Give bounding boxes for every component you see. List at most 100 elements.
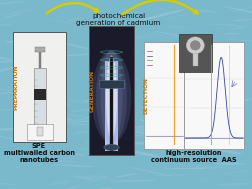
Ellipse shape [101,51,122,143]
Ellipse shape [15,113,30,115]
Ellipse shape [134,131,171,138]
Bar [34,89,46,100]
Ellipse shape [13,62,40,67]
Bar [34,68,46,129]
Ellipse shape [223,170,252,174]
Ellipse shape [72,175,93,180]
Ellipse shape [0,135,17,140]
Ellipse shape [128,167,173,177]
Ellipse shape [227,39,252,42]
Ellipse shape [28,64,62,73]
Ellipse shape [186,37,204,54]
Ellipse shape [117,30,138,33]
Ellipse shape [58,100,98,103]
Bar [27,124,53,139]
Ellipse shape [43,160,76,162]
Bar [35,47,45,52]
Ellipse shape [0,24,13,26]
Ellipse shape [151,116,180,122]
Ellipse shape [186,66,227,71]
Ellipse shape [85,140,110,143]
Ellipse shape [66,16,84,22]
Text: high-resolution
continuum source  AAS: high-resolution continuum source AAS [151,150,237,163]
Ellipse shape [0,1,27,6]
Ellipse shape [70,108,97,112]
Bar [184,42,244,149]
Ellipse shape [87,56,120,57]
Ellipse shape [115,127,155,131]
Ellipse shape [55,185,84,189]
Bar [144,42,184,149]
Ellipse shape [19,47,62,53]
Ellipse shape [113,50,140,57]
Ellipse shape [122,142,151,145]
Ellipse shape [81,100,104,102]
Ellipse shape [135,120,182,130]
Bar [179,34,212,72]
Ellipse shape [0,182,16,185]
Ellipse shape [234,59,248,61]
Ellipse shape [23,82,54,88]
Ellipse shape [0,9,36,16]
Ellipse shape [186,88,215,92]
Ellipse shape [104,144,119,151]
Ellipse shape [163,168,207,169]
Ellipse shape [110,33,158,43]
Ellipse shape [121,154,164,156]
Ellipse shape [73,131,91,134]
Ellipse shape [215,149,243,154]
Ellipse shape [177,128,211,131]
Ellipse shape [45,180,71,186]
Ellipse shape [0,128,23,131]
Ellipse shape [65,113,113,122]
Ellipse shape [0,61,12,62]
Bar [105,61,118,151]
Ellipse shape [39,94,65,99]
Ellipse shape [64,53,108,56]
Ellipse shape [202,128,231,135]
Ellipse shape [217,183,252,186]
Ellipse shape [232,19,252,21]
Ellipse shape [53,164,95,167]
Ellipse shape [187,105,222,111]
Ellipse shape [63,123,91,125]
Ellipse shape [0,92,17,95]
Ellipse shape [106,55,117,139]
Ellipse shape [92,51,131,143]
Text: photochemical
generation of cadmium: photochemical generation of cadmium [76,13,161,26]
Ellipse shape [52,118,73,120]
Ellipse shape [41,119,73,127]
Ellipse shape [195,10,209,13]
Ellipse shape [156,175,183,176]
Ellipse shape [147,139,191,143]
Ellipse shape [140,9,185,21]
Ellipse shape [31,48,60,50]
Ellipse shape [199,24,239,25]
Ellipse shape [41,98,57,100]
Text: GENERATION: GENERATION [90,70,95,112]
Ellipse shape [2,13,23,19]
Ellipse shape [213,98,252,107]
Ellipse shape [189,166,225,169]
Text: DETECTION: DETECTION [143,77,148,114]
Ellipse shape [222,6,252,15]
Ellipse shape [144,72,183,81]
Ellipse shape [155,61,199,70]
Ellipse shape [44,17,81,26]
Bar [89,26,134,155]
Ellipse shape [47,103,70,105]
Ellipse shape [162,25,191,29]
Ellipse shape [228,28,244,29]
Bar [39,52,41,68]
Ellipse shape [191,41,200,50]
Bar [193,53,198,66]
Ellipse shape [96,51,127,143]
Ellipse shape [208,170,249,178]
Ellipse shape [5,40,34,43]
Ellipse shape [140,119,165,125]
Ellipse shape [155,31,190,38]
Ellipse shape [115,17,157,24]
Ellipse shape [185,144,215,149]
Text: SPE
multiwalled carbon
nanotubes: SPE multiwalled carbon nanotubes [4,143,75,163]
Ellipse shape [128,150,160,157]
